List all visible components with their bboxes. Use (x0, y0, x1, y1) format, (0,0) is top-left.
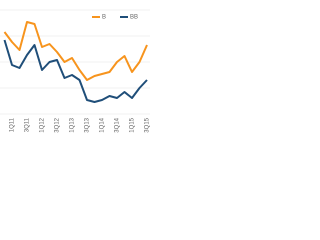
chart: 1Q11 3Q11 1Q12 3Q12 1Q13 3Q13 1Q14 3Q14 1Q15 3Q15… (0, 9, 150, 133)
x-tick-label: 1Q12 (40, 117, 46, 132)
x-tick-label: 3Q15 (145, 117, 150, 132)
legend-label: BB (130, 15, 138, 21)
series-line (3, 39, 148, 103)
x-tick-label: 3Q11 (25, 117, 31, 132)
legend-label: B (102, 15, 106, 21)
x-tick-label: 1Q13 (70, 117, 76, 132)
x-tick-label: 1Q15 (130, 117, 136, 132)
x-tick-label: 3Q13 (85, 117, 91, 132)
x-tick-label: 3Q14 (115, 117, 121, 132)
x-tick-label: 1Q11 (10, 117, 16, 132)
legend-box (88, 11, 148, 23)
x-tick-label: 1Q14 (100, 117, 106, 132)
series-line (3, 21, 148, 81)
x-tick-label: 3Q12 (55, 117, 61, 132)
legend: B BB (88, 11, 148, 23)
